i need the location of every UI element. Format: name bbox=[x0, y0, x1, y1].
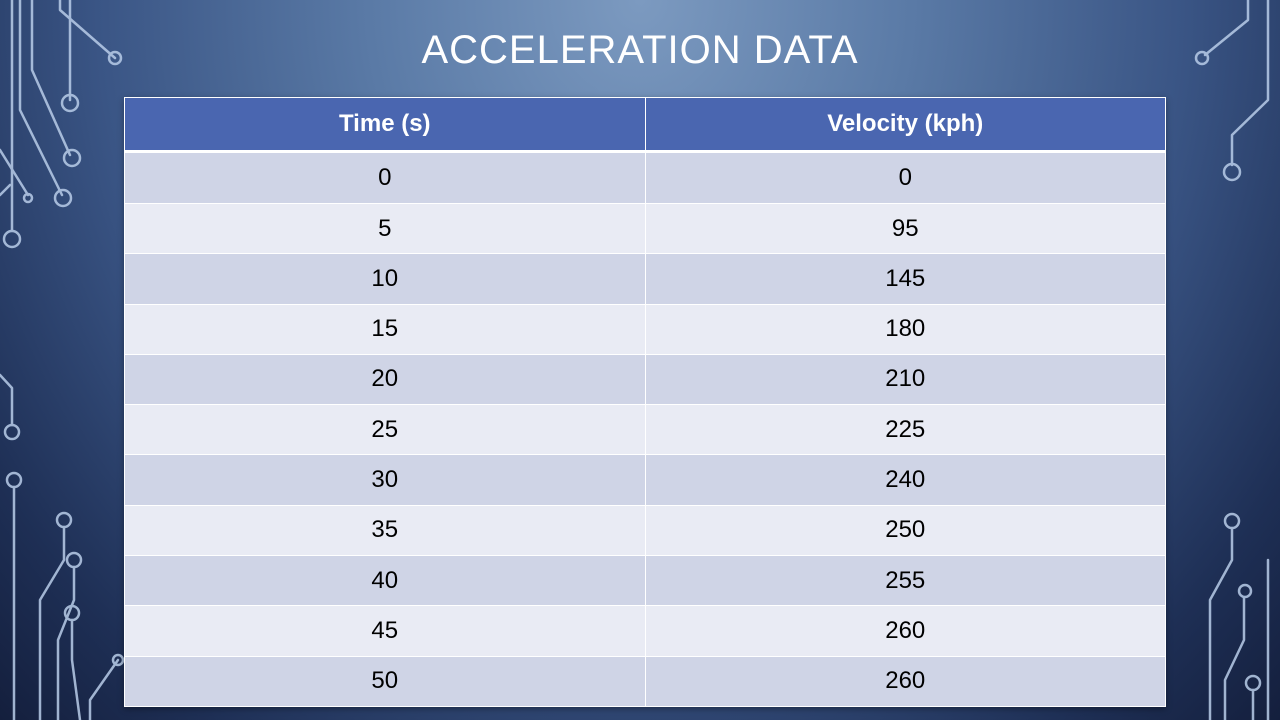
header-velocity: Velocity (kph) bbox=[644, 97, 1166, 153]
time-cell: 30 bbox=[124, 454, 646, 506]
table-row: 5 95 bbox=[124, 202, 1166, 255]
time-cell: 15 bbox=[124, 303, 646, 355]
velocity-cell: 180 bbox=[644, 303, 1166, 355]
velocity-cell: 240 bbox=[644, 454, 1166, 506]
table-row: 0 0 bbox=[124, 151, 1166, 204]
time-cell: 0 bbox=[124, 151, 646, 204]
table-row: 30 240 bbox=[124, 454, 1166, 506]
time-cell: 5 bbox=[124, 202, 646, 255]
velocity-cell: 250 bbox=[644, 504, 1166, 557]
table-header-row: Time (s) Velocity (kph) bbox=[124, 97, 1166, 153]
data-table-container: Time (s) Velocity (kph) 0 0 5 95 10 145 … bbox=[124, 97, 1166, 708]
velocity-cell: 260 bbox=[644, 655, 1166, 708]
velocity-cell: 145 bbox=[644, 253, 1166, 305]
table-row: 40 255 bbox=[124, 554, 1166, 607]
time-cell: 35 bbox=[124, 504, 646, 557]
table-row: 25 225 bbox=[124, 404, 1166, 456]
header-time: Time (s) bbox=[124, 97, 646, 153]
time-cell: 20 bbox=[124, 353, 646, 406]
slide-title: ACCELERATION DATA bbox=[421, 28, 859, 72]
time-cell: 25 bbox=[124, 404, 646, 456]
table-row: 20 210 bbox=[124, 353, 1166, 406]
velocity-cell: 260 bbox=[644, 605, 1166, 657]
table-row: 15 180 bbox=[124, 303, 1166, 355]
velocity-cell: 0 bbox=[644, 151, 1166, 204]
acceleration-table: Time (s) Velocity (kph) 0 0 5 95 10 145 … bbox=[124, 97, 1166, 708]
velocity-cell: 225 bbox=[644, 404, 1166, 456]
table-row: 35 250 bbox=[124, 504, 1166, 557]
table-row: 45 260 bbox=[124, 605, 1166, 657]
velocity-cell: 255 bbox=[644, 554, 1166, 607]
time-cell: 40 bbox=[124, 554, 646, 607]
table-row: 10 145 bbox=[124, 253, 1166, 305]
time-cell: 45 bbox=[124, 605, 646, 657]
velocity-cell: 210 bbox=[644, 353, 1166, 406]
time-cell: 10 bbox=[124, 253, 646, 305]
velocity-cell: 95 bbox=[644, 202, 1166, 255]
time-cell: 50 bbox=[124, 655, 646, 708]
table-row: 50 260 bbox=[124, 655, 1166, 708]
